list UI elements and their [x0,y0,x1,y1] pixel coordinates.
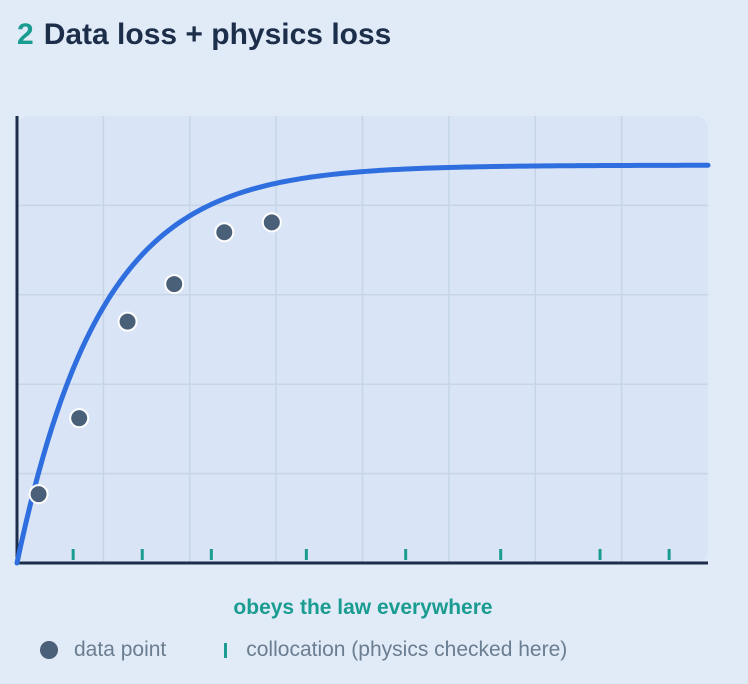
grid-lines [17,116,708,563]
chart-caption: obeys the law everywhere [233,596,493,619]
fit-curve [14,162,711,566]
data-points [28,212,282,505]
data-point [164,274,185,295]
data-point [214,222,235,243]
collocation-legend-marker [224,642,228,658]
data-point-legend-label: data point [74,638,167,661]
data-point [261,212,282,233]
data-point [69,408,90,429]
section-title: Data loss + physics loss [43,18,392,51]
section-number: 2 [17,18,34,51]
section-heading: 2 Data loss + physics loss [17,18,391,52]
data-point [28,484,49,505]
legend: data point collocation (physics checked … [40,636,567,664]
data-point-legend-marker [40,641,58,659]
collocation-legend-label: collocation (physics checked here) [246,638,568,661]
collocation-ticks [71,549,671,560]
data-point [117,311,138,332]
